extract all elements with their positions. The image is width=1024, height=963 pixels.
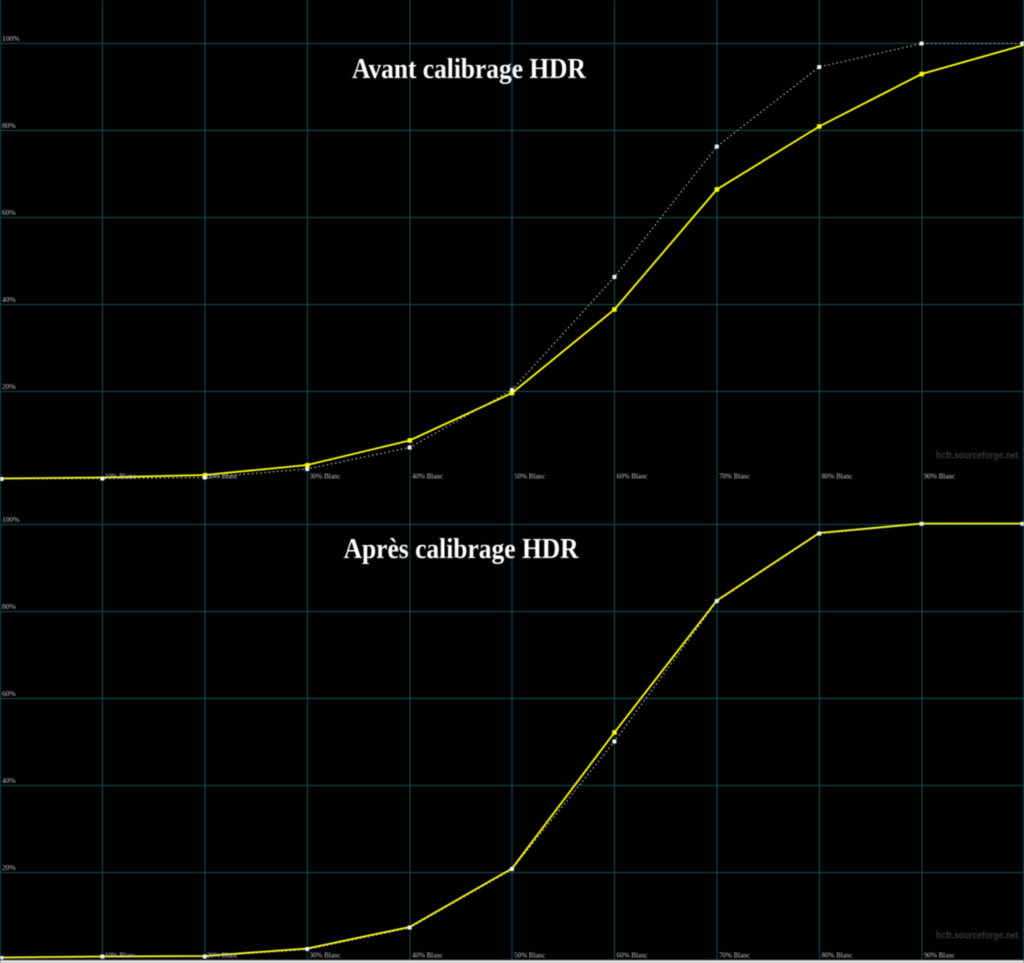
svg-text:60%: 60% <box>2 208 16 217</box>
svg-text:30% Blanc: 30% Blanc <box>310 472 342 481</box>
svg-text:60% Blanc: 60% Blanc <box>617 951 649 960</box>
svg-text:20% Blanc: 20% Blanc <box>207 951 239 960</box>
svg-text:60%: 60% <box>2 689 16 698</box>
svg-text:40% Blanc: 40% Blanc <box>412 951 444 960</box>
svg-text:40% Blanc: 40% Blanc <box>412 472 444 481</box>
svg-text:Après calibrage HDR: Après calibrage HDR <box>344 533 580 565</box>
svg-text:80% Blanc: 80% Blanc <box>822 951 854 960</box>
svg-text:Avant calibrage HDR: Avant calibrage HDR <box>352 53 587 85</box>
svg-text:50% Blanc: 50% Blanc <box>514 951 546 960</box>
svg-text:80%: 80% <box>2 121 16 130</box>
svg-text:30% Blanc: 30% Blanc <box>310 951 342 960</box>
svg-text:100%: 100% <box>2 515 20 524</box>
svg-text:10% Blanc: 10% Blanc <box>105 951 137 960</box>
svg-text:70% Blanc: 70% Blanc <box>719 951 751 960</box>
svg-text:20% Blanc: 20% Blanc <box>207 472 239 481</box>
svg-text:80% Blanc: 80% Blanc <box>822 472 854 481</box>
svg-text:70% Blanc: 70% Blanc <box>719 472 751 481</box>
svg-text:hcfr.sourceforge.net: hcfr.sourceforge.net <box>936 930 1019 942</box>
svg-text:40%: 40% <box>2 776 16 785</box>
svg-text:100%: 100% <box>2 34 20 43</box>
svg-text:hcfr.sourceforge.net: hcfr.sourceforge.net <box>936 450 1019 462</box>
svg-text:90% Blanc: 90% Blanc <box>924 472 956 481</box>
svg-text:60% Blanc: 60% Blanc <box>617 472 649 481</box>
svg-text:10% Blanc: 10% Blanc <box>105 472 137 481</box>
svg-text:20%: 20% <box>2 382 16 391</box>
svg-text:40%: 40% <box>2 295 16 304</box>
svg-text:20%: 20% <box>2 863 16 872</box>
svg-text:90% Blanc: 90% Blanc <box>924 951 956 960</box>
svg-text:80%: 80% <box>2 602 16 611</box>
svg-text:50% Blanc: 50% Blanc <box>514 472 546 481</box>
